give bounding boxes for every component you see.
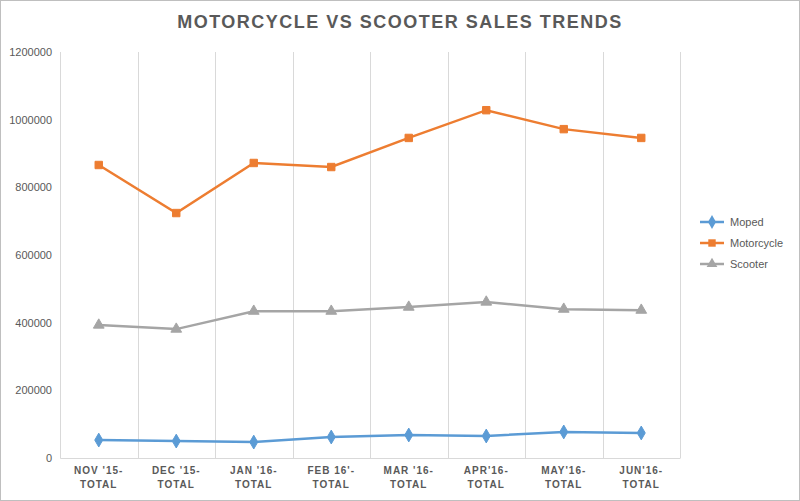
legend: Moped Motorcycle Scooter [700,215,783,270]
series-marker [328,163,335,170]
x-tick: JAN '16-TOTAL [230,458,278,490]
y-tick: 0 [46,452,60,464]
series-marker [326,305,337,314]
plot-marks [93,106,646,449]
x-tick: MAR '16-TOTAL [384,458,434,490]
series-marker [483,106,490,113]
grid [61,52,681,458]
x-tick: APR'16-TOTAL [464,458,509,490]
grid-line [680,52,681,458]
y-tick: 1200000 [9,46,60,58]
series-marker [172,434,180,448]
x-tick: NOV '15-TOTAL [74,458,123,490]
x-tick-label: FEB 16'-TOTAL [307,465,355,490]
x-tick-label: NOV '15-TOTAL [74,465,123,490]
series-line [99,110,642,213]
x-axis: NOV '15-TOTAL DEC '15-TOTAL JAN '16-TOTAL F… [61,458,681,490]
x-tick-label: JAN '16-TOTAL [230,465,278,490]
grid-line [370,52,371,458]
y-tick-label: 1000000 [9,114,52,126]
y-axis-line [60,53,61,459]
series-marker [636,304,647,313]
x-axis-line [61,458,681,459]
series-line [99,302,642,329]
x-tick: MAY'16-TOTAL [541,458,586,490]
series-marker [250,435,258,449]
series-marker [250,159,257,166]
grid-line [138,52,139,458]
grid-line [525,52,526,458]
grid-line [215,52,216,458]
y-tick: 200000 [15,384,60,396]
legend-label: Scooter [730,258,768,270]
series-marker [560,425,568,439]
series-marker [95,161,102,168]
chart-title: MOTORCYCLE VS SCOOTER SALES TRENDS [177,12,623,32]
x-tick-label: MAY'16-TOTAL [541,465,586,490]
x-tick-label: DEC '15-TOTAL [152,465,201,490]
y-tick-label: 200000 [15,384,52,396]
series-marker [482,429,490,443]
series-marker [638,134,645,141]
grid-line [603,52,604,458]
series-marker [93,319,104,328]
grid-line [60,52,61,458]
series-marker [248,305,259,314]
series-marker [481,296,492,305]
grid-line [293,52,294,458]
y-tick-label: 800000 [15,181,52,193]
series-marker [560,125,567,132]
legend-label: Motorcycle [730,237,783,249]
legend-marker [708,239,715,246]
y-tick: 800000 [15,181,60,193]
y-tick-label: 0 [46,452,52,464]
x-tick-label: JUN'16-TOTAL [619,465,663,490]
y-tick-label: 600000 [15,249,52,261]
series-marker [403,301,414,310]
grid-line [448,52,449,458]
series-marker [558,303,569,312]
series-marker [173,209,180,216]
legend-item: Moped [700,215,764,229]
y-tick: 400000 [15,317,60,329]
y-tick: 600000 [15,249,60,261]
series-marker [637,426,645,440]
x-tick: DEC '15-TOTAL [152,458,201,490]
legend-item: Scooter [700,258,768,270]
series-marker [405,134,412,141]
legend-label: Moped [730,216,764,228]
legend-marker [707,258,718,267]
series-marker [327,430,335,444]
y-tick-label: 400000 [15,317,52,329]
x-tick-label: MAR '16-TOTAL [384,465,434,490]
chart: MOTORCYCLE VS SCOOTER SALES TRENDS 0 20000… [0,0,800,501]
series-marker [171,323,182,332]
x-tick: FEB 16'-TOTAL [307,458,355,490]
y-axis: 0 200000 400000 600000 800000 1000000 1200000 [9,46,60,464]
series-marker [405,428,413,442]
series-marker [95,433,103,447]
y-tick: 1000000 [9,114,60,126]
x-tick: JUN'16-TOTAL [619,458,663,490]
y-tick-label: 1200000 [9,46,52,58]
x-tick-label: APR'16-TOTAL [464,465,509,490]
legend-item: Motorcycle [700,237,783,249]
legend-marker [708,215,716,229]
chart-frame [1,1,800,501]
